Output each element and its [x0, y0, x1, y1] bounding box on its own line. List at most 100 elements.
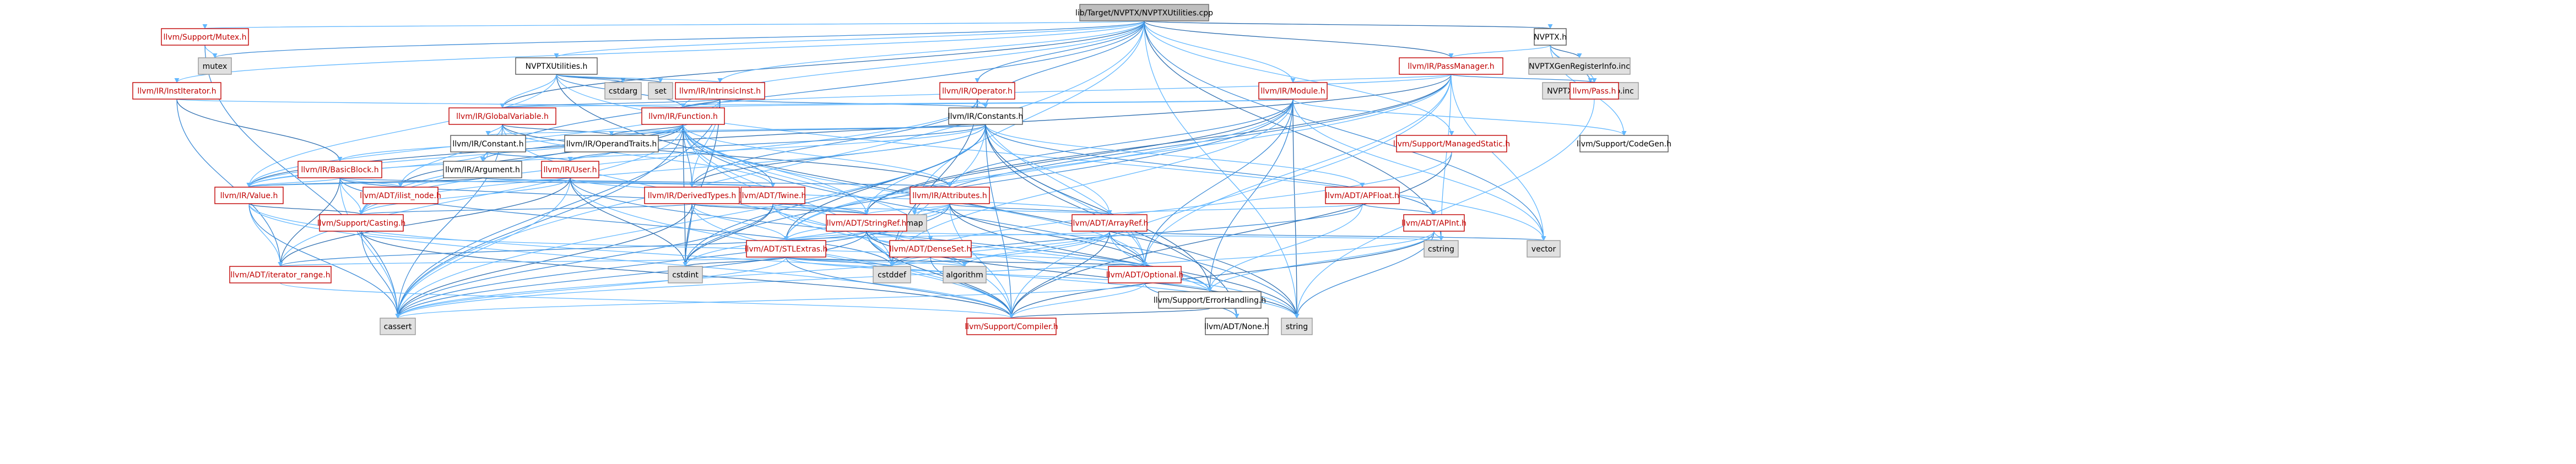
node-stlextras[interactable]: llvm/ADT/STLExtras.h	[745, 240, 828, 258]
node-twine[interactable]: llvm/ADT/Twine.h	[740, 187, 806, 204]
node-box	[873, 266, 911, 283]
node-nvptxutilities-h[interactable]: NVPTXUtilities.h	[515, 57, 598, 75]
node-mutex-support[interactable]: llvm/Support/Mutex.h	[161, 28, 249, 46]
edge-constants-to-apfloat	[985, 124, 1365, 188]
node-none[interactable]: llvm/ADT/None.h	[1204, 318, 1269, 335]
node-box	[740, 187, 805, 204]
edge-root-to-module	[1144, 20, 1296, 83]
edge-root-to-managedstatic	[1144, 20, 1454, 136]
edge-passmanager-to-optional	[1142, 74, 1452, 267]
node-pass[interactable]: llvm/Pass.h	[1570, 82, 1619, 100]
edge-passmanager-to-compiler	[1009, 74, 1452, 319]
node-module[interactable]: llvm/IR/Module.h	[1258, 82, 1328, 100]
node-box	[1205, 318, 1269, 335]
node-codegen[interactable]: llvm/Support/CodeGen.h	[1577, 135, 1671, 152]
edge-attributes-to-map	[912, 203, 950, 215]
node-stringref[interactable]: llvm/ADT/StringRef.h	[826, 214, 907, 232]
edge-user-to-cassert	[395, 177, 571, 319]
node-label: llvm/IR/Argument.h	[445, 166, 520, 174]
node-label: llvm/Pass.h	[1573, 87, 1616, 96]
node-user[interactable]: llvm/IR/User.h	[541, 161, 599, 178]
edge-casting-to-cassert	[361, 231, 401, 319]
node-label: llvm/IR/Value.h	[220, 192, 278, 200]
edge-stlextras-to-algorithm	[786, 256, 967, 267]
node-label: llvm/IR/DerivedTypes.h	[648, 192, 737, 200]
node-box	[966, 318, 1057, 335]
node-iterator-range[interactable]: llvm/ADT/iterator_range.h	[229, 266, 332, 283]
edge-arrayref-to-algorithm	[962, 231, 1110, 267]
node-constant[interactable]: llvm/IR/Constant.h	[450, 135, 526, 152]
node-box	[161, 28, 249, 46]
node-label: string	[1286, 323, 1308, 331]
node-constants[interactable]: llvm/IR/Constants.h	[948, 107, 1024, 125]
edge-root-to-cassert	[395, 20, 1145, 319]
node-globalvariable[interactable]: llvm/IR/GlobalVariable.h	[448, 107, 556, 125]
node-value[interactable]: llvm/IR/Value.h	[214, 187, 284, 204]
node-label: llvm/ADT/ilist_node.h	[360, 192, 441, 200]
node-densesetinfo[interactable]: llvm/ADT/DenseSet.h	[889, 240, 972, 258]
edge-stlextras-to-optional	[786, 256, 1147, 267]
node-argument[interactable]: llvm/IR/Argument.h	[443, 161, 522, 178]
node-operator[interactable]: llvm/IR/Operator.h	[939, 82, 1015, 100]
node-arrayref[interactable]: llvm/ADT/ArrayRef.h	[1071, 214, 1149, 232]
node-box	[1079, 4, 1209, 21]
node-label: llvm/Support/Compiler.h	[965, 323, 1058, 331]
node-label: lib/Target/NVPTX/NVPTXUtilities.cpp	[1075, 9, 1213, 18]
node-root[interactable]: lib/Target/NVPTX/NVPTXUtilities.cpp	[1075, 4, 1213, 21]
node-intrinsicinst[interactable]: llvm/IR/IntrinsicInst.h	[675, 82, 765, 100]
edge-root-to-passmanager	[1144, 20, 1454, 58]
node-label: llvm/IR/Function.h	[648, 112, 718, 121]
edge-twine-to-cstdint	[683, 203, 773, 267]
node-apfloat[interactable]: llvm/ADT/APFloat.h	[1325, 187, 1400, 204]
edge-passmanager-to-module	[1290, 74, 1452, 83]
edge-arrayref-to-optional	[1109, 231, 1148, 267]
node-attributes[interactable]: llvm/IR/Attributes.h	[910, 187, 990, 204]
edge-nvptx_h-to-nvptxgenregisterinfo	[1550, 45, 1582, 58]
edge-attributes-to-compiler	[949, 203, 1014, 319]
node-box	[1527, 240, 1561, 258]
node-casting[interactable]: llvm/Support/Casting.h	[317, 214, 406, 232]
edge-basicblock-to-iterator_range	[278, 177, 340, 267]
node-box	[746, 240, 826, 258]
node-box	[644, 187, 740, 204]
edge-globalvariable-to-constant	[485, 124, 503, 136]
edge-module-to-globalvariable	[501, 99, 1294, 108]
edge-module-to-string	[1292, 99, 1300, 319]
node-nvptx-h[interactable]: NVPTX.h	[1534, 28, 1567, 46]
node-operandtraits[interactable]: llvm/IR/OperandTraits.h	[564, 135, 659, 152]
node-basicblock[interactable]: llvm/IR/BasicBlock.h	[297, 161, 382, 178]
node-label: llvm/ADT/iterator_range.h	[230, 271, 330, 280]
edge-stlextras-to-cassert	[395, 256, 787, 319]
edge-function-to-attributes	[683, 124, 953, 188]
node-derivedtypes[interactable]: llvm/IR/DerivedTypes.h	[644, 187, 740, 204]
node-label: vector	[1531, 245, 1556, 254]
node-function[interactable]: llvm/IR/Function.h	[641, 107, 725, 125]
node-managedstatic[interactable]: llvm/Support/ManagedStatic.h	[1393, 135, 1510, 152]
edge-passmanager-to-pass	[1451, 74, 1597, 83]
edge-derivedtypes-to-arrayref	[691, 203, 1112, 215]
edge-root-to-globalvariable	[500, 20, 1145, 108]
node-label: llvm/IR/Constant.h	[452, 140, 523, 149]
edge-apint-to-cstring	[1433, 231, 1444, 241]
node-box	[826, 214, 907, 232]
node-passmanager[interactable]: llvm/IR/PassManager.h	[1399, 57, 1503, 75]
node-apint[interactable]: llvm/ADT/APInt.h	[1401, 214, 1466, 232]
node-cstddef: cstddef	[873, 266, 911, 283]
node-box	[380, 318, 416, 335]
node-compiler[interactable]: llvm/Support/Compiler.h	[965, 318, 1058, 335]
node-label: NVPTX.h	[1534, 33, 1567, 42]
edge-optional-to-cassert	[395, 282, 1145, 319]
node-errorhandling[interactable]: llvm/Support/ErrorHandling.h	[1154, 291, 1266, 309]
edge-derivedtypes-to-stringref	[691, 203, 869, 215]
node-institerator[interactable]: llvm/IR/InstIterator.h	[132, 82, 221, 100]
edge-constants-to-compiler	[985, 124, 1014, 319]
node-optional[interactable]: llvm/ADT/Optional.h	[1106, 266, 1184, 283]
edge-module-to-stringref	[864, 99, 1294, 215]
node-box	[1108, 266, 1182, 283]
edge-derivedtypes-to-cassert	[395, 203, 692, 319]
edge-stringref-to-compiler	[866, 231, 1014, 319]
edge-constants-to-value	[246, 124, 986, 188]
node-cstdarg: cstdarg	[604, 82, 642, 100]
edge-arrayref-to-stlextras	[784, 231, 1110, 241]
node-ilist-node[interactable]: llvm/ADT/ilist_node.h	[360, 187, 441, 204]
